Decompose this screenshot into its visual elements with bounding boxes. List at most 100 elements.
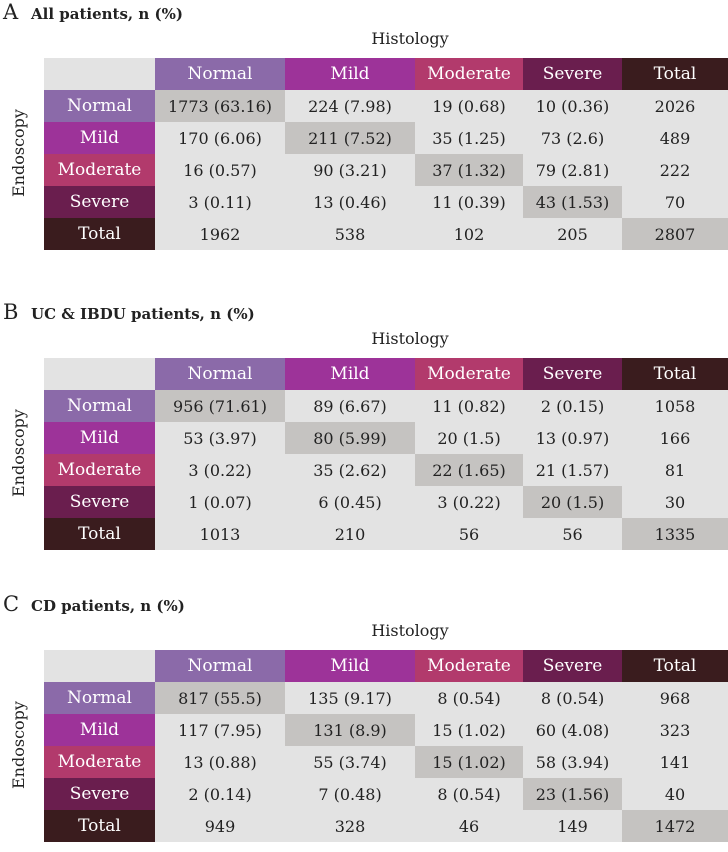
table-row: Severe 2 (0.14) 7 (0.48) 8 (0.54) 23 (1.56) 4… [44,778,728,810]
panel-a: A All patients, n (%) Histology Normal Mild M… [0,0,728,260]
table-cell: 141 [622,746,728,778]
table-cell: 56 [523,518,622,550]
table-row: Severe 1 (0.07) 6 (0.45) 3 (0.22) 20 (1.5) 30 [44,486,728,518]
table-cell: 15 (1.02) [415,714,523,746]
diagonal-cell: 37 (1.32) [415,154,523,186]
table-cell: 7 (0.48) [285,778,415,810]
header-row: Normal Mild Moderate Severe Total [44,358,728,390]
table-cell: 2 (0.14) [155,778,285,810]
table-cell: 70 [622,186,728,218]
table-cell: 3 (0.22) [415,486,523,518]
table-cell: 968 [622,682,728,714]
row-header-normal: Normal [44,682,155,714]
table-corner [44,650,155,682]
col-header-moderate: Moderate [415,358,523,390]
table-cell: 538 [285,218,415,250]
table-cell: 949 [155,810,285,842]
col-header-mild: Mild [285,650,415,682]
table-row: Moderate 13 (0.88) 55 (3.74) 15 (1.02) 58 (3… [44,746,728,778]
table-corner [44,58,155,90]
table-corner [44,358,155,390]
table-cell: 1962 [155,218,285,250]
col-header-severe: Severe [523,58,622,90]
col-header-severe: Severe [523,650,622,682]
table-cell: 58 (3.94) [523,746,622,778]
diagonal-cell: 1472 [622,810,728,842]
table-cell: 89 (6.67) [285,390,415,422]
table-cell: 13 (0.97) [523,422,622,454]
row-header-normal: Normal [44,90,155,122]
row-header-total: Total [44,810,155,842]
table-cell: 8 (0.54) [415,682,523,714]
table-row: Mild 53 (3.97) 80 (5.99) 20 (1.5) 13 (0.97) 1… [44,422,728,454]
endoscopy-axis-label: Endoscopy [9,701,28,789]
histology-axis-label: Histology [371,621,449,640]
histology-axis-label: Histology [371,329,449,348]
col-header-moderate: Moderate [415,58,523,90]
header-row: Normal Mild Moderate Severe Total [44,650,728,682]
panel-title: All patients, n (%) [31,5,183,23]
panel-c: C CD patients, n (%) Histology Normal Mild Mo… [0,592,728,852]
diagonal-cell: 2807 [622,218,728,250]
diagonal-cell: 211 (7.52) [285,122,415,154]
table-row: Total 949 328 46 149 1472 [44,810,728,842]
table-cell: 21 (1.57) [523,454,622,486]
table-row: Normal 956 (71.61) 89 (6.67) 11 (0.82) 2 (0.… [44,390,728,422]
table-row: Normal 1773 (63.16) 224 (7.98) 19 (0.68) 10 … [44,90,728,122]
table-cell: 224 (7.98) [285,90,415,122]
table-cell: 81 [622,454,728,486]
row-header-mild: Mild [44,122,155,154]
table-cell: 13 (0.88) [155,746,285,778]
diagonal-cell: 20 (1.5) [523,486,622,518]
row-header-severe: Severe [44,486,155,518]
table-cell: 135 (9.17) [285,682,415,714]
endoscopy-axis-label: Endoscopy [9,109,28,197]
table-cell: 13 (0.46) [285,186,415,218]
table-cell: 11 (0.39) [415,186,523,218]
table-row: Total 1962 538 102 205 2807 [44,218,728,250]
row-header-moderate: Moderate [44,454,155,486]
table-cell: 35 (2.62) [285,454,415,486]
row-header-severe: Severe [44,186,155,218]
col-header-moderate: Moderate [415,650,523,682]
table-cell: 10 (0.36) [523,90,622,122]
histology-axis-label: Histology [371,29,449,48]
table-cell: 73 (2.6) [523,122,622,154]
row-header-total: Total [44,518,155,550]
col-header-normal: Normal [155,58,285,90]
table-cell: 1058 [622,390,728,422]
panel-letter: B [3,300,19,324]
table-cell: 149 [523,810,622,842]
row-header-normal: Normal [44,390,155,422]
table-cell: 8 (0.54) [415,778,523,810]
table-cell: 60 (4.08) [523,714,622,746]
table-cell: 30 [622,486,728,518]
diagonal-cell: 43 (1.53) [523,186,622,218]
row-header-mild: Mild [44,714,155,746]
table-cell: 79 (2.81) [523,154,622,186]
col-header-total: Total [622,358,728,390]
panel-title: UC & IBDU patients, n (%) [31,305,255,323]
col-header-mild: Mild [285,358,415,390]
contingency-table: Normal Mild Moderate Severe Total Normal 956 (… [44,358,728,550]
table-cell: 6 (0.45) [285,486,415,518]
contingency-table: Normal Mild Moderate Severe Total Normal 1773 … [44,58,728,250]
panel-b: B UC & IBDU patients, n (%) Histology Norma… [0,300,728,560]
table-cell: 3 (0.11) [155,186,285,218]
col-header-normal: Normal [155,358,285,390]
table-cell: 20 (1.5) [415,422,523,454]
col-header-total: Total [622,650,728,682]
table-cell: 323 [622,714,728,746]
table-cell: 2026 [622,90,728,122]
table-cell: 222 [622,154,728,186]
table-cell: 46 [415,810,523,842]
col-header-severe: Severe [523,358,622,390]
diagonal-cell: 22 (1.65) [415,454,523,486]
diagonal-cell: 956 (71.61) [155,390,285,422]
table-cell: 35 (1.25) [415,122,523,154]
table-row: Mild 117 (7.95) 131 (8.9) 15 (1.02) 60 (4.08… [44,714,728,746]
table-cell: 328 [285,810,415,842]
table-row: Moderate 3 (0.22) 35 (2.62) 22 (1.65) 21 (1.… [44,454,728,486]
diagonal-cell: 131 (8.9) [285,714,415,746]
header-row: Normal Mild Moderate Severe Total [44,58,728,90]
